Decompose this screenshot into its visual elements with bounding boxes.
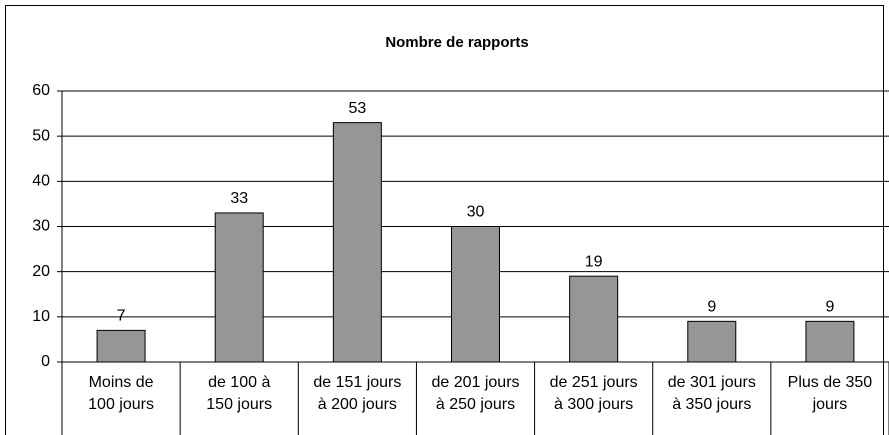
value-label: 53	[348, 100, 366, 117]
x-tick-label: Moins de 100 jours	[88, 374, 154, 413]
y-tick-label: 30	[32, 218, 50, 235]
x-tick-label: de 100 à 150 jours	[206, 374, 273, 413]
y-tick-label: 10	[32, 308, 50, 325]
bar	[805, 320, 855, 363]
bar	[687, 320, 737, 363]
value-label: 7	[117, 308, 126, 325]
x-tick-label: de 201 jours à 250 jours	[431, 374, 520, 413]
x-tick-label: Plus de 350 jours	[787, 374, 873, 413]
chart-border	[5, 5, 884, 435]
bar	[96, 329, 146, 363]
bar	[451, 226, 500, 363]
x-tick-label: de 301 jours à 350 jours	[667, 374, 756, 413]
y-tick-label: 0	[41, 353, 50, 370]
value-label: 19	[585, 253, 603, 270]
y-tick-label: 50	[32, 127, 50, 144]
y-tick-label: 40	[32, 173, 50, 190]
value-label: 30	[467, 204, 485, 221]
value-label: 9	[707, 299, 716, 316]
value-label: 9	[825, 299, 834, 316]
y-tick-label: 20	[32, 263, 50, 280]
y-tick-label: 60	[32, 82, 50, 99]
bar	[214, 212, 264, 363]
chart-title: Nombre de rapports	[385, 34, 528, 51]
bar	[569, 275, 619, 363]
bar	[332, 122, 382, 363]
value-label: 33	[230, 190, 248, 207]
x-tick-label: de 151 jours à 200 jours	[313, 374, 402, 413]
x-tick-label: de 251 jours à 300 jours	[549, 374, 638, 413]
